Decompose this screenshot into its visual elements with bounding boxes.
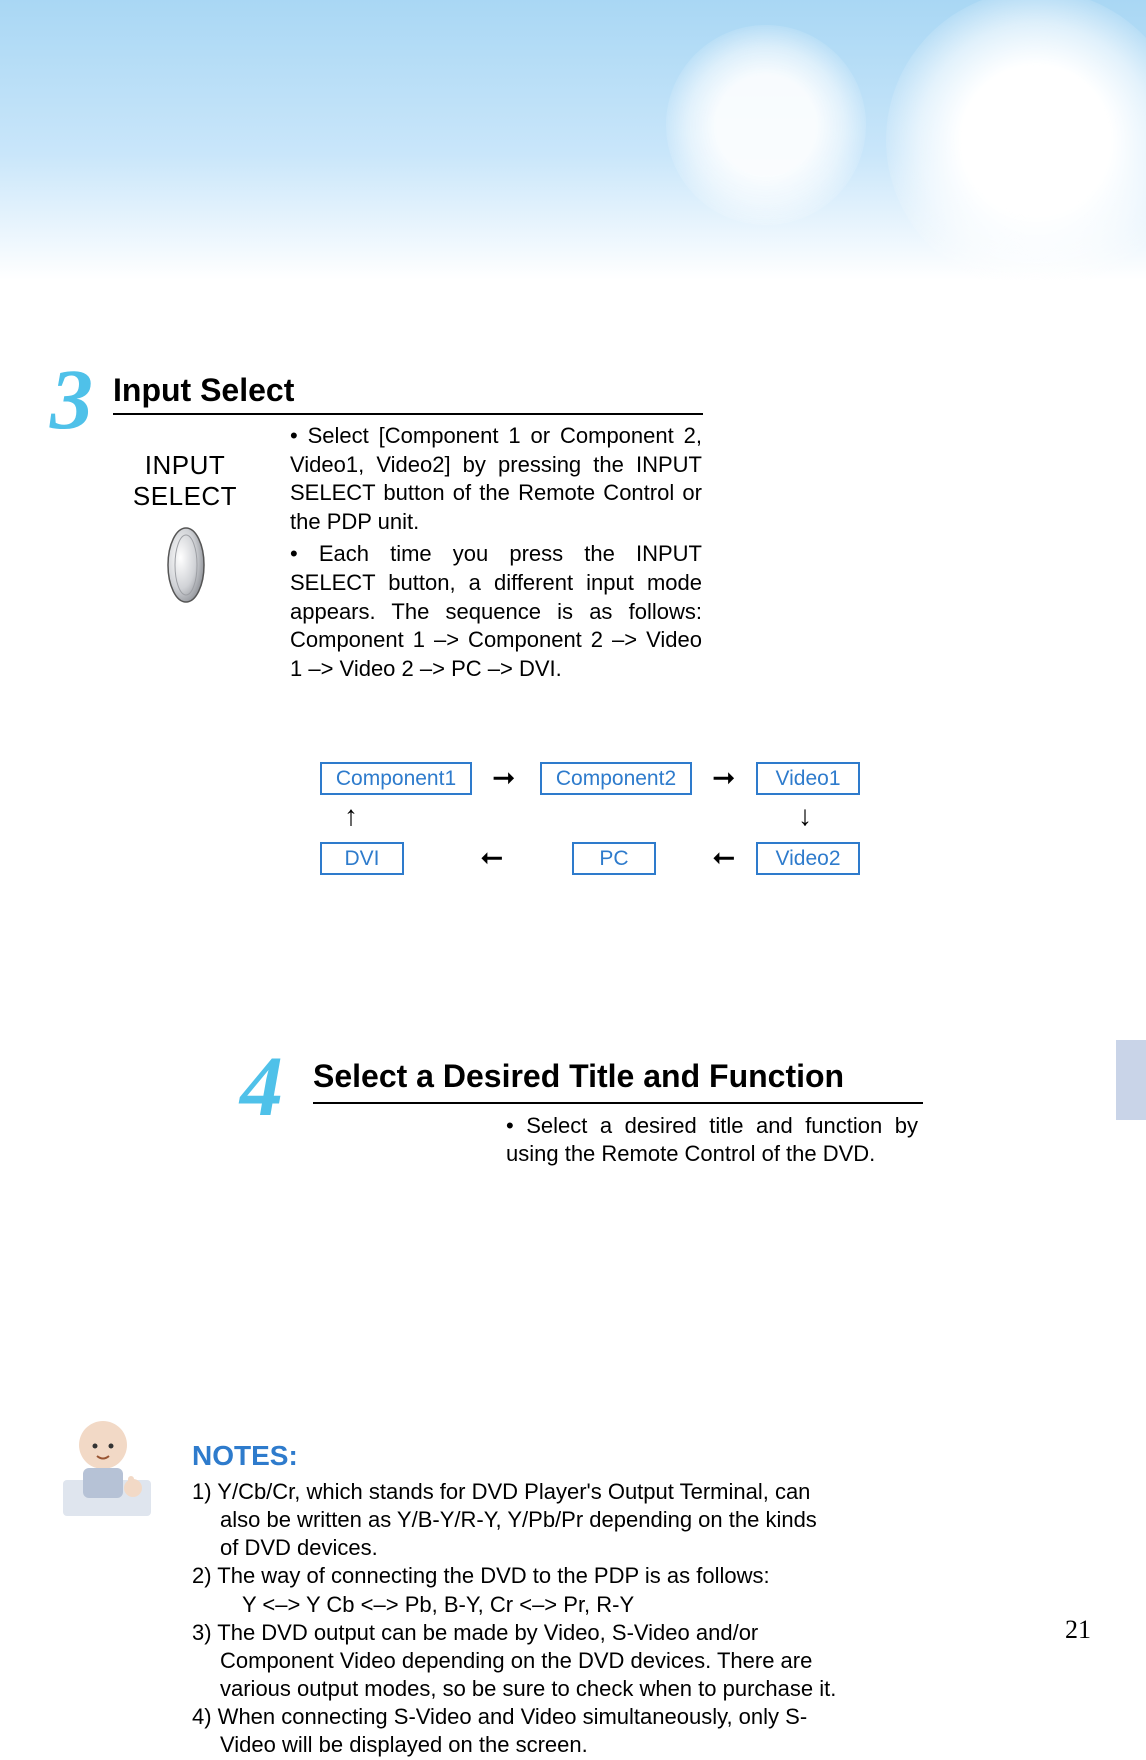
divider	[113, 413, 703, 415]
dandelion-icon	[886, 0, 1146, 280]
flow-node-video1: Video1	[756, 762, 860, 795]
notes-character-icon	[55, 1410, 160, 1525]
note-3-line-3: various output modes, so be sure to chec…	[192, 1675, 912, 1703]
dandelion-icon	[666, 25, 866, 225]
arrow-left-icon: ➞	[712, 844, 735, 872]
arrow-up-icon: ↑	[344, 802, 358, 830]
note-2-line-2: Y <–> Y Cb <–> Pb, B-Y, Cr <–> Pr, R-Y	[192, 1591, 912, 1619]
step-4-body: • Select a desired title and function by…	[506, 1112, 918, 1168]
flow-node-dvi: DVI	[320, 842, 404, 875]
flow-node-component2: Component2	[540, 762, 692, 795]
input-select-label: INPUT SELECT	[115, 450, 255, 512]
flow-node-pc: PC	[572, 842, 656, 875]
input-sequence-flowchart: Component1 Component2 Video1 DVI PC Vide…	[320, 762, 920, 892]
arrow-right-icon: ➞	[492, 764, 515, 792]
remote-button-icon	[165, 525, 207, 605]
note-4-line-1: 4) When connecting S-Video and Video sim…	[192, 1704, 807, 1729]
step-3-number: 3	[50, 365, 93, 434]
step-3-bullet-1: • Select [Component 1 or Component 2, Vi…	[290, 422, 702, 536]
page-number: 21	[1065, 1615, 1091, 1645]
notes-heading: NOTES:	[192, 1440, 298, 1472]
flow-node-video2: Video2	[756, 842, 860, 875]
note-2-line-1: 2) The way of connecting the DVD to the …	[192, 1563, 770, 1588]
note-1-line-1: 1) Y/Cb/Cr, which stands for DVD Player'…	[192, 1479, 810, 1504]
note-3-line-2: Component Video depending on the DVD dev…	[192, 1647, 912, 1675]
step-3-body: • Select [Component 1 or Component 2, Vi…	[290, 422, 702, 687]
note-4-line-2: Video will be displayed on the screen.	[192, 1731, 912, 1759]
arrow-right-icon: ➞	[712, 764, 735, 792]
step-3-bullet-2: • Each time you press the INPUT SELECT b…	[290, 540, 702, 683]
note-1-line-3: of DVD devices.	[192, 1534, 912, 1562]
page-thumb-tab	[1116, 1040, 1146, 1120]
arrow-down-icon: ↓	[798, 802, 812, 830]
flow-node-component1: Component1	[320, 762, 472, 795]
step-4-number: 4	[240, 1052, 283, 1121]
notes-body: 1) Y/Cb/Cr, which stands for DVD Player'…	[192, 1478, 912, 1760]
header-banner	[0, 0, 1146, 280]
step-3-title: Input Select	[113, 372, 294, 409]
note-1-line-2: also be written as Y/B-Y/R-Y, Y/Pb/Pr de…	[192, 1506, 912, 1534]
divider	[313, 1102, 923, 1104]
arrow-left-icon: ➞	[480, 844, 503, 872]
note-3-line-1: 3) The DVD output can be made by Video, …	[192, 1620, 758, 1645]
step-4-title: Select a Desired Title and Function	[313, 1058, 844, 1095]
